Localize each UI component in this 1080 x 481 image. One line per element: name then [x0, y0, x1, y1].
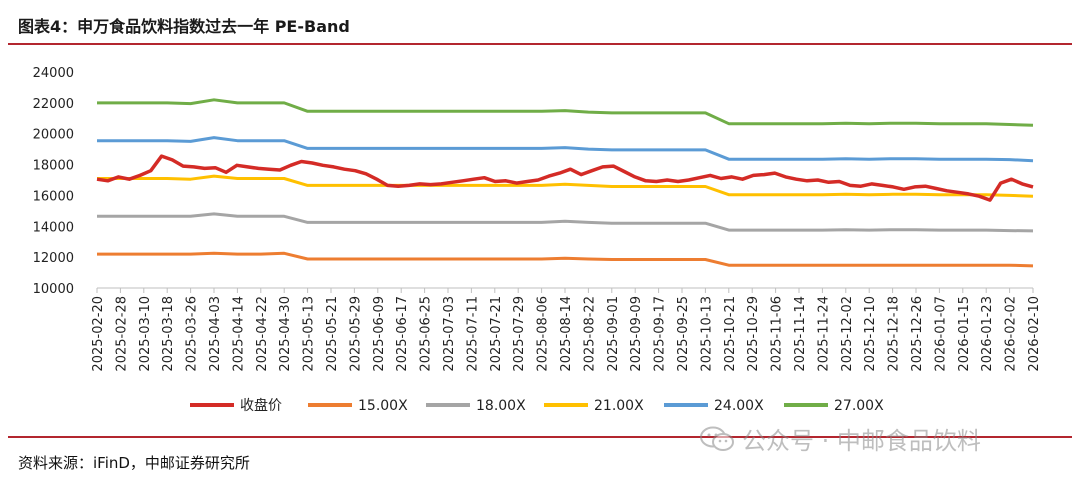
x-tick-label: 2025-12-10	[863, 296, 878, 372]
y-tick-label: 20000	[33, 128, 74, 143]
x-tick-label: 2025-07-21	[489, 296, 504, 372]
x-tick-label: 2025-04-03	[208, 296, 223, 372]
x-tick-label: 2025-11-06	[770, 296, 785, 372]
watermark-text: 公众号 · 中邮食品饮料	[742, 427, 981, 455]
source-note: 资料来源：iFinD，中邮证券研究所	[18, 454, 250, 472]
y-tick-label: 12000	[33, 251, 74, 266]
x-tick-label: 2026-01-23	[980, 296, 995, 372]
x-tick-label: 2025-08-14	[559, 296, 574, 372]
legend-item: 15.00X	[308, 398, 408, 414]
watermark: 公众号 · 中邮食品饮料	[700, 421, 981, 456]
x-tick-label: 2026-01-07	[933, 296, 948, 372]
legend-label: 21.00X	[594, 398, 644, 414]
series-line-21-00x	[97, 174, 1034, 198]
wechat-icon	[700, 426, 734, 451]
x-tick-label: 2025-07-03	[442, 296, 457, 372]
x-tick-label: 2025-09-09	[629, 296, 644, 372]
x-tick-label: 2025-10-29	[746, 296, 761, 372]
y-tick-label: 22000	[33, 97, 74, 112]
legend: 收盘价 15.00X 18.00X 21.00X 24.00X 27.00X	[190, 397, 884, 414]
y-tick-label: 10000	[33, 282, 74, 297]
x-tick-label: 2025-05-13	[302, 296, 317, 372]
x-tick-label: 2025-07-11	[465, 296, 480, 372]
x-tick-label: 2025-04-22	[255, 296, 270, 372]
x-tick-label: 2025-12-18	[887, 296, 902, 372]
x-tick-label: 2026-02-10	[1027, 296, 1042, 372]
y-tick-label: 18000	[33, 159, 74, 174]
x-tick-label: 2026-01-15	[957, 296, 972, 372]
title-divider	[8, 43, 1072, 45]
x-tick-label: 2025-05-29	[348, 296, 363, 372]
series-line-15-00x	[97, 251, 1034, 268]
legend-item: 21.00X	[544, 398, 644, 414]
y-axis: 10000 12000 14000 16000 18000 20000 22000 24000	[33, 66, 74, 297]
x-tick-label: 2025-03-18	[161, 296, 176, 372]
series-line-27-00x	[97, 98, 1034, 127]
y-tick-label: 24000	[33, 66, 74, 81]
series-line-24-00x	[97, 136, 1034, 163]
legend-item: 18.00X	[426, 398, 526, 414]
x-tick-label: 2025-10-13	[699, 296, 714, 372]
x-tick-label: 2025-09-01	[606, 296, 621, 372]
x-tick-label: 2025-10-21	[723, 296, 738, 372]
legend-label: 27.00X	[834, 398, 884, 414]
x-tick-label: 2025-04-14	[231, 296, 246, 372]
legend-item: 24.00X	[664, 398, 764, 414]
x-tick-label: 2025-06-09	[372, 296, 387, 372]
x-tick-label: 2025-09-17	[653, 296, 668, 372]
x-tick-label: 2025-08-22	[582, 296, 597, 372]
x-tick-label: 2025-09-25	[676, 296, 691, 372]
y-tick-label: 14000	[33, 220, 74, 235]
x-tick-label: 2025-11-24	[816, 296, 831, 372]
x-tick-label: 2025-12-02	[840, 296, 855, 372]
x-tick-label: 2025-07-29	[512, 296, 527, 372]
series-line-close-price	[96, 154, 1034, 202]
x-tick-label: 2025-03-26	[185, 296, 200, 372]
x-tick-label: 2025-11-14	[793, 296, 808, 372]
x-tick-label: 2025-12-26	[910, 296, 925, 372]
legend-label: 收盘价	[240, 397, 282, 414]
x-tick-label: 2025-03-10	[138, 296, 153, 372]
y-tick-label: 16000	[33, 189, 74, 204]
x-tick-label: 2025-08-06	[536, 296, 551, 372]
legend-label: 18.00X	[476, 398, 526, 414]
footer-divider	[8, 436, 1072, 438]
legend-label: 24.00X	[714, 398, 764, 414]
legend-item: 27.00X	[784, 398, 884, 414]
x-tick-label: 2025-05-21	[325, 296, 340, 372]
legend-item: 收盘价	[190, 397, 282, 414]
series-line-18-00x	[97, 212, 1034, 233]
x-tick-label: 2025-06-25	[419, 296, 434, 372]
x-axis: 2025-02-20 2025-02-28 2025-03-10 2025-03-18…	[91, 287, 1042, 372]
x-tick-label: 2025-06-17	[395, 296, 410, 372]
x-tick-label: 2026-02-02	[1004, 296, 1019, 372]
series-lines	[96, 98, 1034, 268]
x-tick-label: 2025-02-20	[91, 296, 106, 372]
x-tick-label: 2025-04-30	[278, 296, 293, 372]
chart-title: 图表4：申万食品饮料指数过去一年 PE-Band	[18, 17, 350, 36]
legend-label: 15.00X	[358, 398, 408, 414]
x-tick-label: 2025-02-28	[114, 296, 129, 372]
